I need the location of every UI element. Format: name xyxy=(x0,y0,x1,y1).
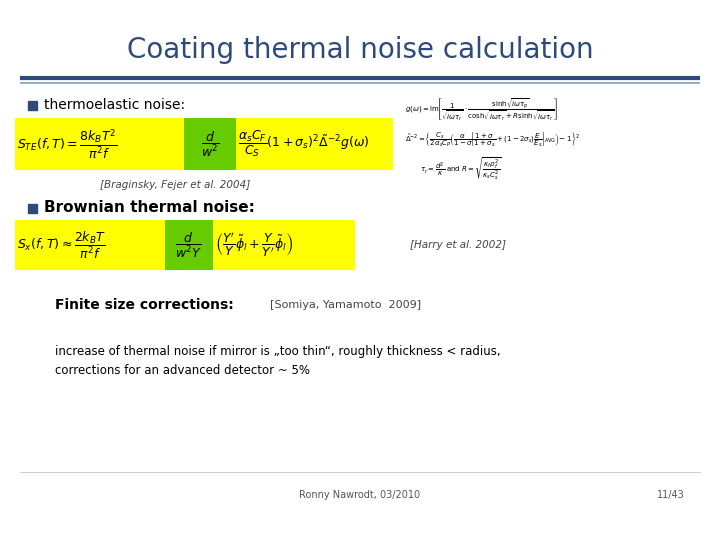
Text: increase of thermal noise if mirror is „too thin“, roughly thickness < radius,
c: increase of thermal noise if mirror is „… xyxy=(55,345,500,377)
FancyBboxPatch shape xyxy=(165,220,213,270)
Bar xyxy=(28,100,37,110)
Text: $\left(\dfrac{Y^{\prime}}{Y}\tilde{\phi}_l+\dfrac{Y}{Y^{\prime}}\tilde{\phi}_l\r: $\left(\dfrac{Y^{\prime}}{Y}\tilde{\phi}… xyxy=(215,231,294,259)
Text: Finite size corrections:: Finite size corrections: xyxy=(55,298,234,312)
FancyBboxPatch shape xyxy=(15,118,393,170)
Text: $S_{TE}(f,T)=\dfrac{8k_B T^2}{\pi^2 f}$: $S_{TE}(f,T)=\dfrac{8k_B T^2}{\pi^2 f}$ xyxy=(17,127,117,161)
Text: $S_x(f,T)\approx\dfrac{2k_B T}{\pi^2 f}$: $S_x(f,T)\approx\dfrac{2k_B T}{\pi^2 f}$ xyxy=(17,230,106,261)
Text: [Somiya, Yamamoto  2009]: [Somiya, Yamamoto 2009] xyxy=(270,300,421,310)
Text: $\dfrac{d}{w^2 Y}$: $\dfrac{d}{w^2 Y}$ xyxy=(176,231,202,260)
FancyBboxPatch shape xyxy=(15,220,355,270)
Text: $\tilde{\Delta}^{-2}=\!\left\{\dfrac{C_s}{2\alpha_s C_P}\!\left(\dfrac{\alpha}{1: $\tilde{\Delta}^{-2}=\!\left\{\dfrac{C_s… xyxy=(405,131,580,149)
Text: [Harry et al. 2002]: [Harry et al. 2002] xyxy=(410,240,506,250)
Bar xyxy=(28,204,37,213)
Text: Coating thermal noise calculation: Coating thermal noise calculation xyxy=(127,36,593,64)
Text: $g(\omega)=\mathrm{Im}\!\left[\dfrac{1}{\sqrt{i\omega\tau_r}}\cdot\dfrac{\sinh\!: $g(\omega)=\mathrm{Im}\!\left[\dfrac{1}{… xyxy=(405,97,558,123)
Text: [Braginsky, Fejer et al. 2004]: [Braginsky, Fejer et al. 2004] xyxy=(100,180,250,190)
FancyBboxPatch shape xyxy=(184,118,236,170)
Text: 11/43: 11/43 xyxy=(657,490,685,500)
Text: thermoelastic noise:: thermoelastic noise: xyxy=(44,98,185,112)
Text: $\dfrac{\alpha_s C_F}{C_S}(1+\sigma_s)^2\tilde{\Delta}^{-2}g(\omega)$: $\dfrac{\alpha_s C_F}{C_S}(1+\sigma_s)^2… xyxy=(238,129,370,159)
Text: $\tau_r=\dfrac{d^2}{\kappa}\;\mathrm{and}\;R=\sqrt{\dfrac{\kappa_f\rho_f^2}{\kap: $\tau_r=\dfrac{d^2}{\kappa}\;\mathrm{and… xyxy=(420,155,502,181)
Text: Ronny Nawrodt, 03/2010: Ronny Nawrodt, 03/2010 xyxy=(300,490,420,500)
Text: $\dfrac{d}{w^2}$: $\dfrac{d}{w^2}$ xyxy=(201,130,220,159)
Text: Brownian thermal noise:: Brownian thermal noise: xyxy=(44,200,255,215)
